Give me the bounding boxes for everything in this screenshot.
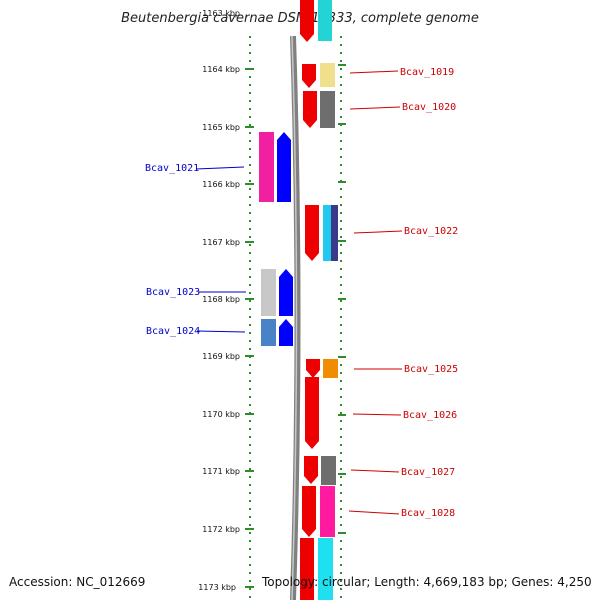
gene-arrow[interactable] [302,486,316,537]
gene-label[interactable]: Bcav_1026 [403,410,457,421]
tick-label-1168: 1168 kbp [202,295,240,304]
backbone-arc [290,35,301,600]
gene-label[interactable]: Bcav_1027 [401,467,455,478]
gene-arrow[interactable] [300,538,314,600]
feature-block[interactable] [318,0,332,41]
feature-block[interactable] [318,538,333,600]
gene-arrow[interactable] [305,377,319,449]
forward-feature-blocks [318,0,338,600]
feature-block[interactable] [323,359,338,378]
feature-block[interactable] [320,91,335,128]
feature-block[interactable] [331,205,338,261]
feature-block[interactable] [320,63,335,87]
backbone-highlight [291,35,298,600]
summary-text: Topology: circular; Length: 4,669,183 bp… [262,575,592,589]
tick-label-1169: 1169 kbp [202,352,240,361]
tick-label-1165: 1165 kbp [202,123,240,132]
feature-block[interactable] [261,319,276,346]
gene-label[interactable]: Bcav_1028 [401,508,455,519]
gene-arrow[interactable] [279,319,293,346]
gene-arrow[interactable] [303,91,317,128]
gene-arrow[interactable] [304,456,318,484]
gene-label[interactable]: Bcav_1024 [146,326,200,337]
tick-label-1166: 1166 kbp [202,180,240,189]
feature-block[interactable] [320,486,335,537]
tick-label-1164: 1164 kbp [202,65,240,74]
tick-label-1170: 1170 kbp [202,410,240,419]
tick-label-1172: 1172 kbp [202,525,240,534]
feature-block[interactable] [259,132,274,202]
tick-label-1171: 1171 kbp [202,467,240,476]
tick-label-1163: 1163 kbp [202,9,240,18]
feature-block[interactable] [323,205,331,261]
gene-label[interactable]: Bcav_1021 [145,163,199,174]
gene-label[interactable]: Bcav_1023 [146,287,200,298]
gene-arrow[interactable] [300,0,314,42]
gene-arrow[interactable] [302,64,316,88]
gene-label[interactable]: Bcav_1022 [404,226,458,237]
gene-label[interactable]: Bcav_1025 [404,364,458,375]
forward-strand-genes [300,0,320,600]
tick-label-1173: 1173 kbp [198,583,236,592]
accession-text: Accession: NC_012669 [9,575,146,589]
gene-arrow[interactable] [277,132,291,202]
ruler-ticks: 1163 kbp 1164 kbp 1165 kbp 1166 kbp 1167… [198,9,346,592]
label-leaders [195,70,403,515]
gene-arrow[interactable] [305,205,319,261]
gene-labels: Bcav_1019 Bcav_1020 Bcav_1022 Bcav_1025 … [145,67,458,519]
gene-arrow[interactable] [279,269,293,316]
gene-arrow[interactable] [306,359,320,378]
gene-label[interactable]: Bcav_1019 [400,67,454,78]
feature-block[interactable] [321,456,336,485]
tick-label-1167: 1167 kbp [202,238,240,247]
gene-label[interactable]: Bcav_1020 [402,102,456,113]
reverse-strand-genes [259,132,293,346]
feature-block[interactable] [261,269,276,316]
